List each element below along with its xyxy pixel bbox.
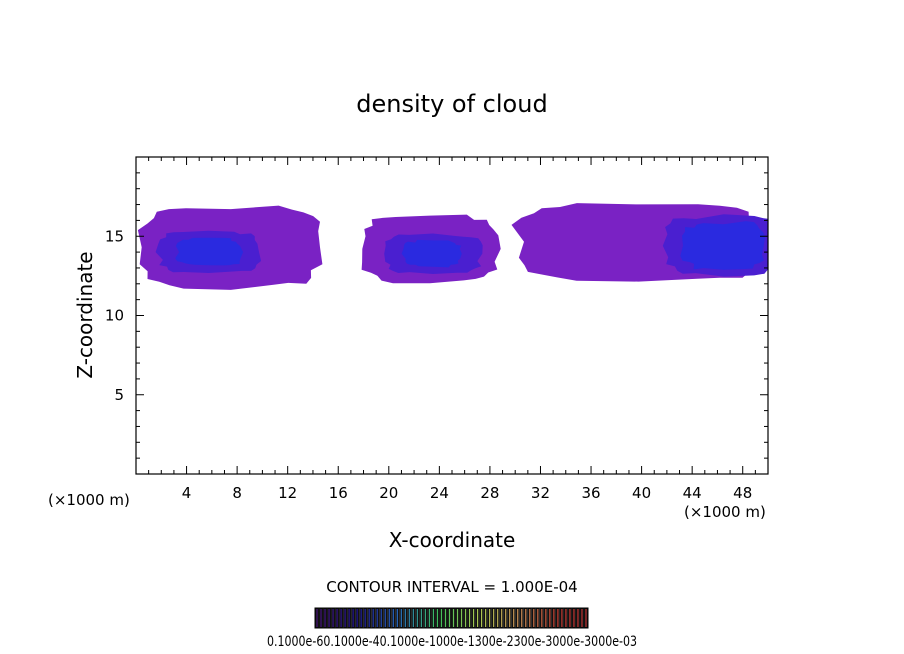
cloud-layer	[137, 203, 768, 290]
x-tick-label: 8	[232, 484, 242, 502]
y-tick-label: 10	[105, 307, 124, 325]
left-cloud-core	[175, 237, 244, 266]
x-tick-label: 48	[733, 484, 752, 502]
x-tick-label: 32	[531, 484, 550, 502]
x-tick-label: 36	[581, 484, 600, 502]
colorbar-frame	[314, 607, 589, 629]
x-tick-label: 20	[379, 484, 398, 502]
colorbar-labels: 0.1000e-60.1000e-40.1000e-1000e-1300e-23…	[267, 634, 637, 650]
x-tick-label: 12	[278, 484, 297, 502]
y-tick-label: 15	[105, 227, 124, 245]
colorbar	[315, 608, 588, 628]
contour-interval-label: CONTOUR INTERVAL = 1.000E-04	[326, 578, 577, 596]
x-tick-label: 4	[182, 484, 192, 502]
x-tick-label: 44	[683, 484, 702, 502]
x-tick-label: 24	[430, 484, 449, 502]
x-tick-label: 16	[329, 484, 348, 502]
y-axis-label: Z-coordinate	[73, 251, 97, 378]
chart-title: density of cloud	[356, 90, 547, 118]
x-axis-label: X-coordinate	[389, 528, 516, 552]
right-cloud-core	[680, 221, 766, 270]
y-tick-label: 5	[114, 386, 124, 404]
x-unit-right: (×1000 m)	[684, 503, 766, 521]
x-tick-label: 40	[632, 484, 651, 502]
x-tick-label: 28	[480, 484, 499, 502]
middle-cloud-core	[401, 239, 462, 268]
x-unit-left: (×1000 m)	[48, 491, 130, 509]
